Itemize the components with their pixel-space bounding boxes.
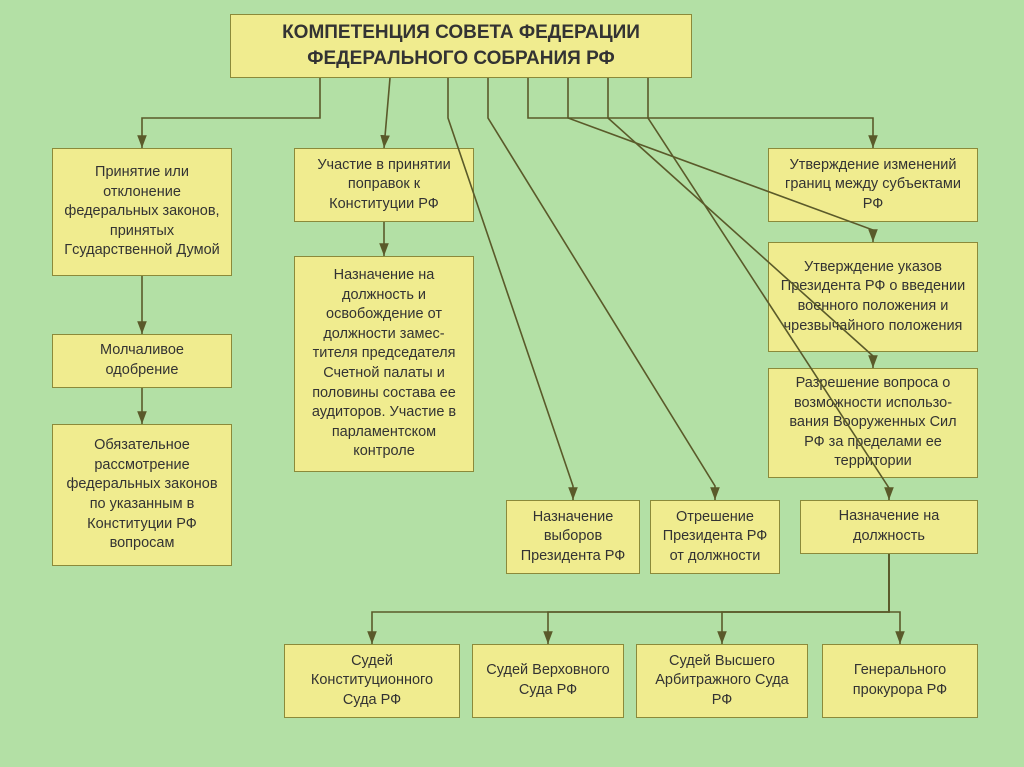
node-silent-approval: Молчаливое одобрение <box>52 334 232 388</box>
node-martial-law: Утверждение указов Президента РФ о вве­д… <box>768 242 978 352</box>
node-supreme-court: Судей Верховного Суда РФ <box>472 644 624 718</box>
node-border-changes: Утверждение изменений границ между субъе… <box>768 148 978 222</box>
node-president-elections: Назначение выборов Президента РФ <box>506 500 640 574</box>
node-constitutional-court: Судей Конституционного Суда РФ <box>284 644 460 718</box>
title-box: КОМПЕТЕНЦИЯ СОВЕТА ФЕДЕРАЦИИ ФЕДЕРАЛЬНОГ… <box>230 14 692 78</box>
node-arbitration-court: Судей Высшего Арбитражного Суда РФ <box>636 644 808 718</box>
node-president-removal: Отрешение Президента РФ от должности <box>650 500 780 574</box>
node-armed-forces: Разрешение вопроса о возможности использ… <box>768 368 978 478</box>
node-laws-accept: Принятие или отклонение федеральных зако… <box>52 148 232 276</box>
node-appointment: Назначение на должность <box>800 500 978 554</box>
node-accounts-chamber: Назначение на должность и освобождение о… <box>294 256 474 472</box>
node-prosecutor-general: Генерального прокурора РФ <box>822 644 978 718</box>
node-mandatory-review: Обязательное рассмотрение федеральных за… <box>52 424 232 566</box>
node-constitution-amendments: Участие в принятии поправок к Конституци… <box>294 148 474 222</box>
